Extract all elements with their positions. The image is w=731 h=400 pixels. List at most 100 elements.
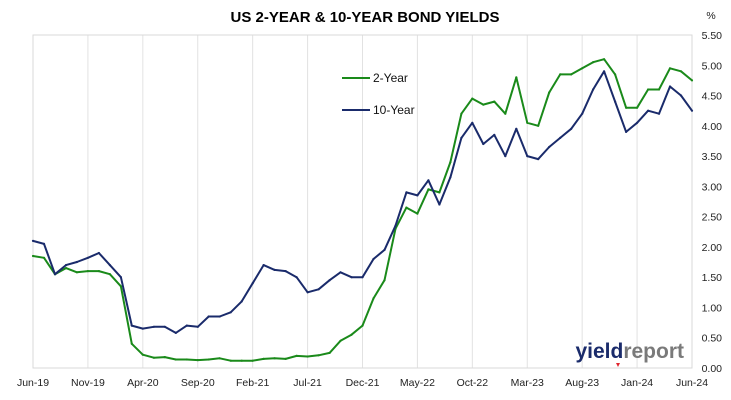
data-point — [306, 355, 309, 358]
data-point — [559, 136, 562, 139]
data-point — [471, 121, 474, 124]
chart-title: US 2-YEAR & 10-YEAR BOND YIELDS — [231, 9, 500, 26]
data-point — [471, 97, 474, 100]
data-point — [86, 270, 89, 273]
data-point — [53, 273, 57, 276]
x-tick-label: Jun-19 — [17, 377, 49, 389]
data-point — [31, 239, 35, 242]
data-point — [163, 325, 166, 328]
data-point — [383, 248, 386, 251]
data-point — [174, 331, 177, 334]
y-tick-label: 4.50 — [702, 91, 723, 103]
data-point — [350, 333, 353, 336]
x-tick-label: Dec-21 — [346, 377, 380, 389]
data-point — [690, 79, 694, 82]
data-point — [31, 254, 35, 258]
data-point — [262, 264, 265, 267]
data-point — [559, 73, 562, 76]
x-tick-label: Jun-24 — [676, 377, 708, 389]
data-point — [449, 161, 452, 164]
x-tick-label: Oct-22 — [457, 377, 489, 389]
data-point — [460, 136, 463, 139]
data-point — [119, 276, 122, 279]
data-point — [328, 351, 331, 354]
data-point — [647, 88, 650, 91]
data-point — [668, 67, 672, 70]
data-point — [218, 357, 221, 360]
data-point — [97, 270, 100, 273]
data-point — [657, 112, 661, 115]
legend: 2-Year 10-Year — [342, 71, 415, 117]
data-point — [636, 121, 639, 124]
data-point — [141, 327, 144, 330]
vertical-gridlines — [32, 35, 693, 368]
data-point — [196, 325, 199, 328]
data-point — [394, 224, 397, 227]
data-point — [438, 191, 441, 194]
data-point — [207, 315, 210, 318]
x-tick-label: Mar-23 — [511, 377, 544, 389]
x-axis-ticks: Jun-19 Nov-19 Apr-20 Sep-20 Feb-21 Jul-21 Dec-… — [17, 377, 708, 389]
data-point — [614, 73, 617, 76]
data-point — [185, 324, 188, 327]
data-point — [372, 297, 375, 300]
x-tick-label: Jul-21 — [293, 377, 322, 389]
data-point — [625, 130, 628, 133]
data-point — [317, 354, 320, 357]
logo-text-report: report — [623, 340, 684, 363]
data-point — [350, 276, 353, 279]
data-point — [240, 359, 243, 362]
series-layer — [31, 58, 694, 362]
data-point — [108, 273, 111, 276]
data-point — [328, 279, 331, 282]
data-point — [218, 315, 221, 318]
data-point — [405, 206, 408, 209]
data-point — [438, 203, 441, 206]
data-point — [262, 357, 265, 360]
data-point — [504, 112, 507, 115]
svg-text:yieldreport: yieldreport — [575, 340, 684, 363]
plot-area — [32, 34, 693, 369]
data-point — [240, 300, 243, 303]
data-point — [668, 85, 672, 88]
data-point — [251, 282, 254, 285]
data-point — [690, 109, 694, 112]
data-point — [515, 76, 518, 79]
data-point — [570, 73, 573, 76]
x-tick-label: Sep-20 — [181, 377, 215, 389]
data-point — [295, 276, 298, 279]
data-point — [493, 100, 496, 103]
data-point — [603, 58, 606, 61]
x-tick-label: Apr-20 — [127, 377, 159, 389]
logo-text-yield: yield — [575, 340, 623, 363]
data-point — [504, 155, 507, 158]
data-point — [548, 91, 551, 94]
x-tick-label: Aug-23 — [565, 377, 599, 389]
data-point — [614, 100, 617, 103]
data-point — [273, 268, 276, 271]
data-point — [185, 358, 188, 361]
data-point — [130, 342, 133, 345]
data-point — [75, 271, 78, 274]
y-tick-label: 3.00 — [702, 181, 723, 193]
data-point — [548, 145, 551, 149]
data-point — [647, 109, 650, 112]
data-point — [372, 257, 375, 261]
y-tick-label: 5.50 — [702, 30, 723, 42]
data-point — [592, 61, 595, 64]
data-point — [141, 353, 144, 356]
data-point — [42, 256, 46, 259]
y-tick-label: 0.00 — [702, 363, 723, 375]
data-point — [625, 106, 628, 109]
data-point — [416, 212, 419, 215]
data-point — [460, 112, 463, 115]
data-point — [537, 158, 540, 161]
data-point — [152, 325, 155, 328]
data-point — [361, 324, 364, 327]
y-axis-ticks: 0.00 0.50 1.00 1.50 2.00 2.50 3.00 3.50 4.00 4.50… — [702, 30, 723, 375]
series-10-Year — [31, 70, 694, 334]
data-point — [526, 121, 529, 124]
data-point — [75, 260, 78, 264]
data-point — [482, 142, 485, 146]
